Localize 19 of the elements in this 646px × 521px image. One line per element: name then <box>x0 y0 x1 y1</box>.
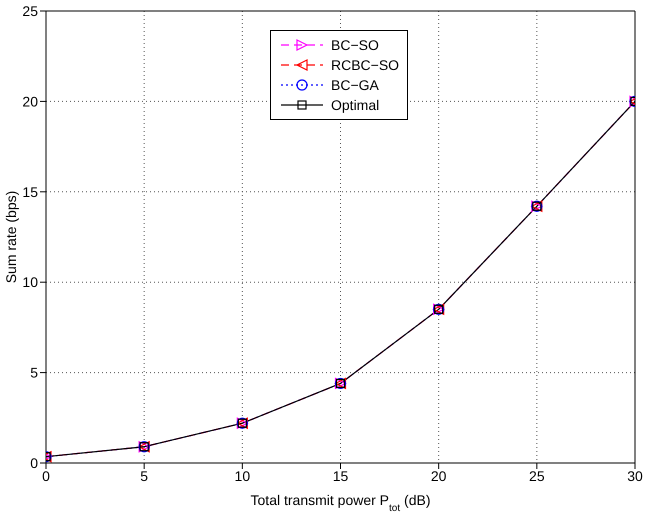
y-tick-label: 20 <box>22 93 38 110</box>
x-axis-title: Total transmit power P$_{tot}$ (dB) <box>250 492 430 514</box>
y-axis-title: Sum rate (bps) <box>3 190 19 284</box>
legend-label: BC−SO <box>331 37 379 53</box>
y-tick-label: 25 <box>22 2 38 19</box>
legend-label: RCBC−SO <box>331 57 400 73</box>
x-tick-label: 10 <box>234 468 250 484</box>
x-tick-label: 0 <box>42 468 50 484</box>
y-tick-label: 10 <box>22 274 38 290</box>
x-tick-label: 30 <box>627 468 643 484</box>
y-tick-label: 0 <box>30 454 38 471</box>
x-tick-label: 25 <box>529 468 545 484</box>
legend-label: BC−GA <box>331 77 379 93</box>
y-tick-label: 5 <box>30 364 38 381</box>
x-tick-label: 15 <box>332 468 348 484</box>
x-tick-label: 5 <box>140 468 148 484</box>
x-tick-label: 20 <box>430 468 447 484</box>
y-tick-label: 15 <box>22 184 38 200</box>
legend-label: Optimal <box>331 97 380 113</box>
